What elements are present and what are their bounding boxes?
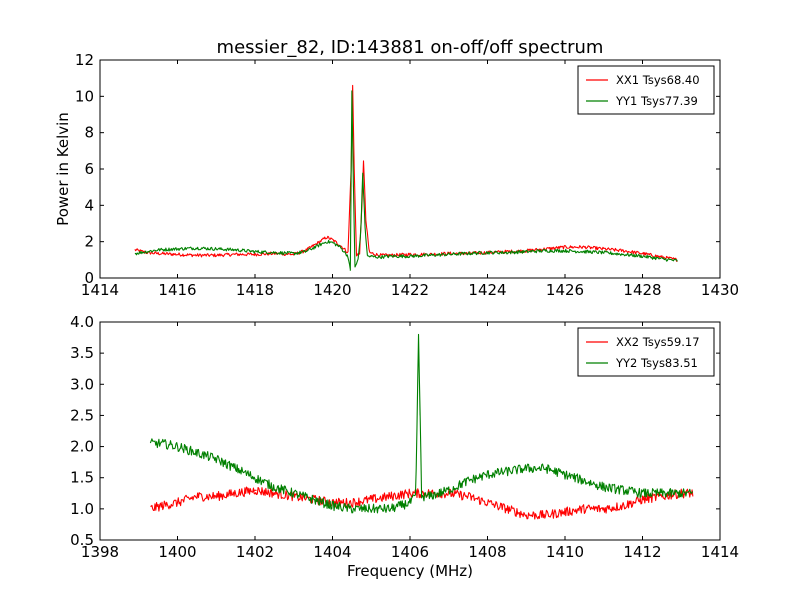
chart-panel-1: 1414 1416 1418 1420 1422 1424 1426 1428 1430 0 2 4 6… xyxy=(54,51,739,299)
y-tick-label: 4.0 xyxy=(70,313,94,331)
y-tick-label: 8 xyxy=(84,124,94,142)
x-tick-label: 1424 xyxy=(468,281,506,299)
y-tick-label: 2 xyxy=(84,233,94,251)
x-tick-label: 1402 xyxy=(236,543,274,561)
x-tick-label: 1410 xyxy=(546,543,584,561)
y-tick-label: 12 xyxy=(75,51,94,69)
y-tick-label: 6 xyxy=(84,160,94,178)
y-tick-label: 10 xyxy=(75,87,94,105)
y-tick-label: 1.0 xyxy=(70,500,94,518)
x-tick-label: 1430 xyxy=(701,281,739,299)
x-tick-label: 1408 xyxy=(468,543,506,561)
x-tick-label: 1406 xyxy=(391,543,429,561)
y-tick-label: 1.5 xyxy=(70,469,94,487)
x-tick-label: 1426 xyxy=(546,281,584,299)
x-tick-label: 1414 xyxy=(701,543,739,561)
y-tick-label: 2.0 xyxy=(70,438,94,456)
chart-panel-2: 1398 1400 1402 1404 1406 1408 1410 1412 1414 0.5 1… xyxy=(70,313,739,580)
y-tick-label: 3.0 xyxy=(70,375,94,393)
x-tick-label: 1428 xyxy=(623,281,661,299)
x-tick-label: 1414 xyxy=(81,281,119,299)
legend-label: YY2 Tsys83.51 xyxy=(615,356,698,370)
x-tick-label: 1422 xyxy=(391,281,429,299)
legend-label: YY1 Tsys77.39 xyxy=(615,94,698,108)
x-tick-label: 1418 xyxy=(236,281,274,299)
legend-label: XX2 Tsys59.17 xyxy=(616,335,700,349)
legend: XX1 Tsys68.40 YY1 Tsys77.39 xyxy=(577,65,715,115)
legend-box xyxy=(577,327,715,377)
chart-title: messier_82, ID:143881 on-off/off spectru… xyxy=(217,37,604,58)
y-axis-title: Power in Kelvin xyxy=(54,112,72,226)
x-axis-title: Frequency (MHz) xyxy=(347,562,473,580)
y-tick-label: 4 xyxy=(84,196,94,214)
y-tick-label: 0.5 xyxy=(70,531,94,549)
x-tick-label: 1412 xyxy=(623,543,661,561)
series-line-yy2 xyxy=(149,333,694,514)
x-tick-label: 1404 xyxy=(313,543,351,561)
series-line-yy1 xyxy=(134,90,678,271)
legend: XX2 Tsys59.17 YY2 Tsys83.51 xyxy=(577,327,715,377)
y-tick-label: 2.5 xyxy=(70,406,94,424)
y-tick-label: 0 xyxy=(84,269,94,287)
x-tick-label: 1398 xyxy=(81,543,119,561)
x-tick-label: 1400 xyxy=(158,543,196,561)
x-tick-label: 1416 xyxy=(158,281,196,299)
x-tick-label: 1420 xyxy=(313,281,351,299)
legend-box xyxy=(577,65,715,115)
legend-label: XX1 Tsys68.40 xyxy=(616,73,700,87)
y-tick-label: 3.5 xyxy=(70,344,94,362)
